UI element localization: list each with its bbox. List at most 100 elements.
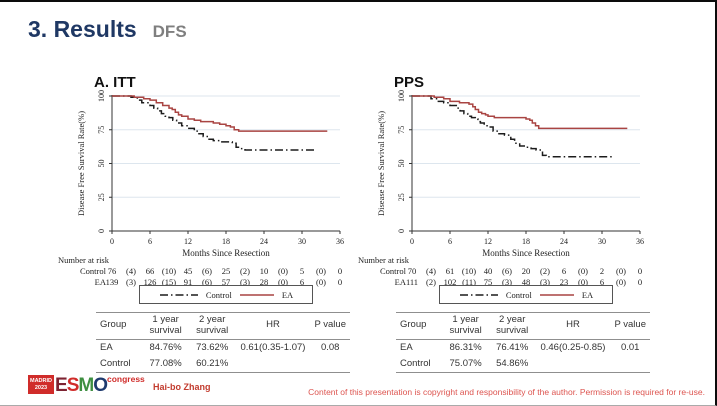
badge-city: MADRID — [30, 377, 52, 384]
col-hr: HR — [266, 319, 280, 331]
risk-value: 66 — [145, 266, 155, 276]
risk-row-name: EA — [94, 277, 106, 287]
risk-value: 57 — [221, 277, 231, 287]
page-title: 3. Results — [28, 16, 137, 42]
esmo-letter: M — [78, 374, 94, 396]
risk-value: (0) — [278, 266, 288, 276]
legend-ea-label: EA — [581, 289, 594, 300]
risk-row-name: Control — [80, 266, 106, 276]
risk-value: (0) — [578, 277, 588, 287]
svg-text:6: 6 — [148, 237, 152, 246]
risk-value: 91 — [183, 277, 193, 287]
stats-row-ea: EA 86.31% 76.41% 0.46(0.25-0.85) 0.01 — [396, 339, 650, 356]
col-pvalue: P value — [614, 319, 646, 331]
svg-text:0: 0 — [97, 229, 106, 233]
km-chart-itt: 0 6 12 18 24 30 36 0 25 50 75 100 Months Since Resec… — [72, 88, 372, 260]
ea-line-sample — [239, 293, 274, 296]
svg-text:0: 0 — [397, 229, 406, 233]
panel-label-pps: PPS — [394, 74, 425, 91]
cell-hr: 0.61(0.35-1.07) — [240, 342, 306, 354]
km-chart-pps: 0 6 12 18 24 30 36 0 25 50 75 100 Months Since Resec… — [372, 88, 672, 260]
risk-value: (4) — [126, 266, 136, 276]
risk-value: 2 — [599, 266, 605, 276]
cell-pvalue: 0.08 — [320, 342, 340, 354]
col-group: Group — [100, 319, 127, 331]
svg-text:12: 12 — [484, 237, 492, 246]
risk-value: 70 — [407, 266, 417, 276]
svg-text:100: 100 — [97, 90, 106, 102]
number-at-risk-label: Number at risk — [58, 255, 109, 265]
risk-value: (2) — [426, 277, 436, 287]
stats-row-control: Control 77.08% 60.21% — [96, 356, 350, 373]
risk-value: (0) — [278, 277, 288, 287]
risk-row-control: Control 70 (4) 61 (10) 40 (6) 20 (2) 6 (0) 2 (0) 0 — [350, 266, 650, 276]
risk-value: 25 — [221, 266, 231, 276]
cell-pvalue — [310, 356, 350, 373]
risk-row-ea: EA 111 (2) 102 (11) 75 (3) 48 (3) 23 (0) 6 (0) 0 — [350, 277, 650, 287]
cell-group: EA — [400, 342, 413, 354]
number-at-risk-pps: Number at risk Control 70 (4) 61 (10) 40 (6) 2… — [350, 255, 650, 299]
esmo-wordmark: ESMO — [55, 374, 108, 396]
legend-ea-label: EA — [281, 289, 294, 300]
svg-text:Disease Free Survival Rate(%): Disease Free Survival Rate(%) — [76, 111, 86, 216]
risk-value: 126 — [143, 277, 157, 287]
risk-row-ea: EA 139 (3) 126 (15) 91 (6) 57 (3) 28 (0) 6 (0) 0 — [50, 277, 350, 287]
control-line-sample — [459, 293, 498, 296]
col-1yr: 1 year survival — [449, 314, 482, 336]
risk-value: 0 — [337, 266, 343, 276]
risk-value: 111 — [405, 277, 419, 287]
svg-text:50: 50 — [397, 160, 406, 168]
risk-value: (6) — [202, 266, 212, 276]
page-subtitle: DFS — [152, 22, 187, 41]
svg-text:24: 24 — [560, 237, 568, 246]
svg-text:75: 75 — [397, 126, 406, 134]
stats-table-pps: Group 1 year survival 2 year survival HR… — [396, 312, 650, 373]
risk-value: 139 — [105, 277, 119, 287]
risk-value: (3) — [540, 277, 550, 287]
cell-pvalue: 0.01 — [620, 342, 640, 354]
esmo-letter: E — [55, 374, 68, 396]
risk-value: (0) — [616, 266, 626, 276]
svg-text:75: 75 — [97, 126, 106, 134]
risk-value: 20 — [521, 266, 531, 276]
risk-value: (10) — [461, 266, 477, 276]
number-at-risk-label: Number at risk — [358, 255, 409, 265]
svg-text:Months Since Resection: Months Since Resection — [482, 248, 570, 258]
svg-text:30: 30 — [298, 237, 306, 246]
risk-value: (4) — [426, 266, 436, 276]
cell-hr — [235, 356, 310, 373]
svg-text:25: 25 — [397, 193, 406, 201]
svg-text:24: 24 — [260, 237, 268, 246]
panel-itt: A. ITT 0 6 12 18 24 30 36 0 25 50 75 100 Months Sinc… — [50, 72, 350, 373]
risk-value: 61 — [445, 266, 455, 276]
risk-value: 10 — [259, 266, 269, 276]
risk-value: 23 — [559, 277, 569, 287]
risk-value: 75 — [483, 277, 493, 287]
risk-value: 76 — [107, 266, 117, 276]
legend-control-label: Control — [505, 289, 532, 300]
risk-value: 6 — [299, 277, 305, 287]
esmo-letter: O — [93, 374, 108, 396]
svg-text:Months Since Resection: Months Since Resection — [182, 248, 270, 258]
stats-row-ea: EA 84.76% 73.62% 0.61(0.35-1.07) 0.08 — [96, 339, 350, 356]
legend-control-label: Control — [205, 289, 232, 300]
ea-line-sample — [539, 293, 574, 296]
col-2yr: 2 year survival — [196, 314, 229, 336]
risk-value: 6 — [599, 277, 605, 287]
cell-group: EA — [100, 342, 113, 354]
risk-value: (15) — [161, 277, 177, 287]
number-at-risk-itt: Number at risk Control 76 (4) 66 (10) 45 (6) 2… — [50, 255, 350, 299]
stats-header-row: Group 1 year survival 2 year survival HR… — [396, 313, 650, 340]
cell-2yr: 76.41% — [496, 342, 529, 354]
col-hr: HR — [566, 319, 580, 331]
risk-value: (0) — [578, 266, 588, 276]
svg-text:36: 36 — [336, 237, 344, 246]
svg-text:25: 25 — [97, 193, 106, 201]
madrid-2023-badge: MADRID 2023 — [28, 375, 54, 394]
cell-1yr: 84.76% — [149, 342, 182, 354]
presenter-name: Hai-bo Zhang — [153, 382, 211, 392]
col-pvalue: P value — [314, 319, 346, 331]
risk-value: 102 — [443, 277, 457, 287]
risk-value: 40 — [483, 266, 493, 276]
